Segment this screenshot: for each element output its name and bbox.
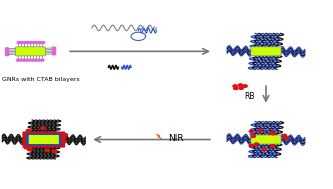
FancyBboxPatch shape — [22, 132, 65, 148]
Circle shape — [249, 130, 254, 132]
Circle shape — [35, 42, 39, 43]
Text: GNRs with CTAB bilayers: GNRs with CTAB bilayers — [2, 77, 80, 82]
Circle shape — [52, 49, 56, 50]
Polygon shape — [156, 134, 162, 139]
Circle shape — [45, 149, 50, 152]
Circle shape — [52, 52, 56, 53]
Text: RB: RB — [244, 92, 255, 101]
Circle shape — [20, 42, 23, 43]
Circle shape — [243, 85, 247, 87]
Circle shape — [41, 127, 45, 129]
Circle shape — [282, 134, 287, 137]
FancyBboxPatch shape — [15, 47, 46, 56]
Circle shape — [17, 42, 20, 43]
Text: NIR: NIR — [168, 133, 184, 143]
Circle shape — [258, 130, 263, 132]
Circle shape — [5, 49, 9, 51]
Circle shape — [24, 146, 29, 149]
Circle shape — [32, 59, 35, 61]
Circle shape — [284, 137, 289, 139]
Circle shape — [63, 134, 68, 136]
FancyBboxPatch shape — [251, 135, 281, 144]
Circle shape — [5, 48, 9, 50]
Circle shape — [270, 145, 275, 147]
Circle shape — [52, 50, 56, 52]
Circle shape — [233, 85, 237, 87]
Circle shape — [32, 42, 36, 43]
Circle shape — [26, 129, 31, 132]
Circle shape — [16, 59, 20, 61]
Circle shape — [52, 53, 56, 55]
Circle shape — [19, 59, 23, 61]
FancyBboxPatch shape — [26, 133, 62, 146]
Circle shape — [269, 132, 273, 134]
Circle shape — [5, 54, 9, 56]
Circle shape — [5, 52, 9, 54]
Circle shape — [23, 42, 27, 43]
Circle shape — [61, 136, 65, 138]
Circle shape — [41, 59, 44, 61]
Circle shape — [26, 59, 29, 61]
Circle shape — [52, 150, 57, 153]
Circle shape — [29, 42, 33, 43]
Circle shape — [38, 59, 41, 61]
Circle shape — [5, 51, 9, 53]
Circle shape — [41, 42, 45, 43]
Circle shape — [238, 84, 243, 86]
Circle shape — [249, 144, 253, 147]
Circle shape — [62, 140, 67, 143]
Circle shape — [239, 87, 243, 89]
Circle shape — [23, 59, 26, 61]
Circle shape — [271, 132, 275, 135]
Circle shape — [52, 47, 56, 49]
Circle shape — [234, 87, 238, 90]
FancyBboxPatch shape — [29, 135, 59, 144]
Circle shape — [38, 42, 42, 43]
Circle shape — [29, 59, 32, 61]
Circle shape — [254, 143, 258, 145]
Circle shape — [262, 148, 266, 150]
Circle shape — [26, 42, 30, 43]
Circle shape — [251, 135, 255, 137]
Circle shape — [28, 148, 32, 151]
FancyBboxPatch shape — [251, 47, 281, 56]
Circle shape — [35, 59, 38, 61]
